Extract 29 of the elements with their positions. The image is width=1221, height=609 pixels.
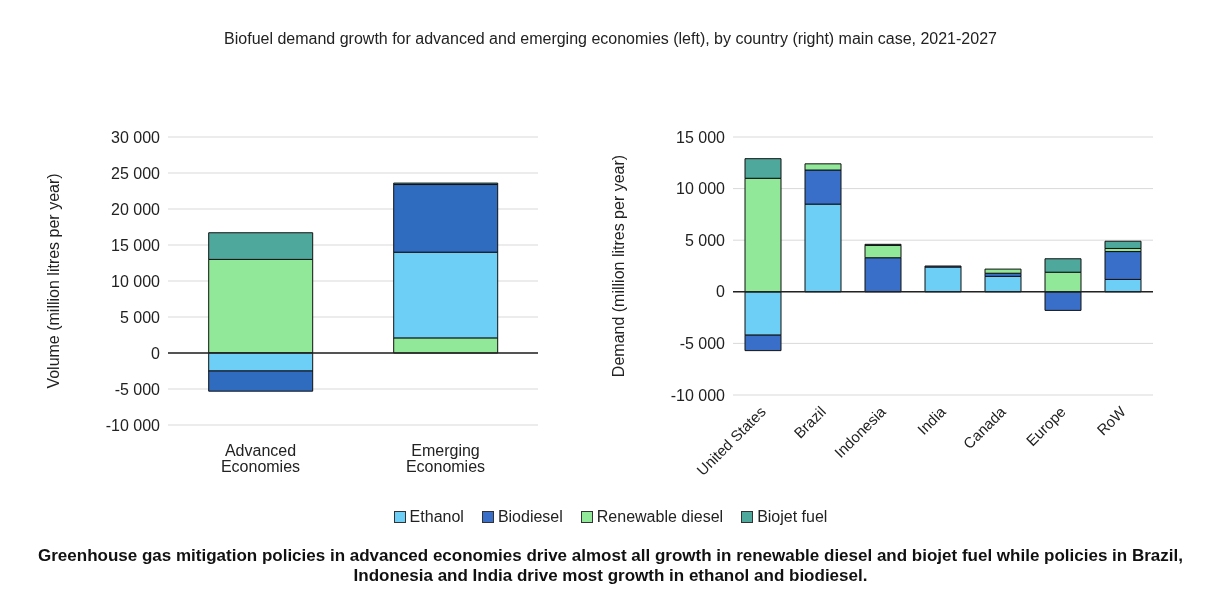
x-tick-label: Emerging Economies: [405, 442, 486, 476]
legend-label: Biodiesel: [496, 508, 563, 526]
y-tick-label: 15 000: [111, 236, 161, 254]
bar: [1104, 240, 1142, 249]
y-tick-label: 5 000: [119, 308, 161, 326]
bar: [1044, 291, 1082, 311]
y-tick-label: 20 000: [111, 200, 161, 218]
text: Biofuel demand growth for advanced and emerging economies (left), by country (right) main case, 2021-2027: [224, 30, 997, 47]
y-tick-label: 10 000: [111, 272, 161, 290]
bar: [924, 266, 962, 293]
y-tick-label: 30 000: [111, 128, 161, 146]
y-tick-label: 10 000: [676, 180, 726, 198]
y-tick-label: -5 000: [114, 380, 161, 398]
bar: [984, 268, 1022, 274]
y-tick-label: -10 000: [105, 416, 161, 434]
text: Greenhouse gas mitigation policies in advanced economies drive almost all growth in renewable diesel and biojet fuel while policies in Brazil, Indonesia and India drive most growth in ethanol and biodiesel.: [37, 546, 1184, 586]
y-tick-label: 15 000: [676, 128, 726, 146]
y-tick-label: -10 000: [670, 386, 726, 404]
y-tick-label: 5 000: [684, 231, 726, 249]
legend-label: Ethanol: [408, 508, 464, 526]
y-tick-label: -5 000: [679, 335, 726, 353]
legend-label: Renewable diesel: [595, 508, 724, 526]
y-axis-title: Volume (million litres per year): [44, 173, 62, 389]
y-tick-label: 0: [151, 344, 161, 362]
y-tick-label: 25 000: [111, 164, 161, 182]
x-tick-label: Advanced Economies: [220, 442, 301, 476]
legend-label: Biojet fuel: [756, 508, 828, 526]
y-axis-title: Demand (million litres per year): [609, 154, 627, 378]
y-tick-label: 0: [716, 283, 726, 301]
